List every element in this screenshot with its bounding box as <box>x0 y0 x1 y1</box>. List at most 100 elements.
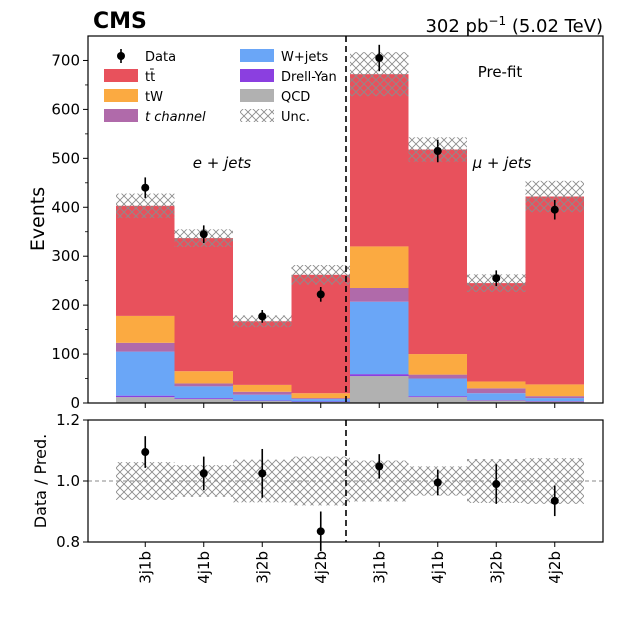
legend-swatch-w-jets <box>240 49 274 62</box>
bar-t-channel-7 <box>526 396 585 398</box>
data-point-3 <box>317 290 325 298</box>
bar-drell-yan-1 <box>175 398 234 399</box>
legend-swatch-drell-yan <box>240 69 274 82</box>
legend-label-t-channel: t channel <box>145 110 206 125</box>
bar-tt--0 <box>116 206 175 316</box>
bar-w-jets-3 <box>292 399 351 401</box>
ratio-ytick-label-2: 1.2 <box>56 411 80 429</box>
bar-qcd-5 <box>409 397 468 403</box>
legend-swatch-data <box>117 52 125 60</box>
legend: Data tt̄ tW t channel W+jets Drell-Yan QCD Unc. <box>104 49 337 125</box>
legend-label-tw: tW <box>145 90 163 105</box>
bar-w-jets-5 <box>409 379 468 397</box>
stage-label: Pre-fit <box>478 63 523 81</box>
bar-t-channel-2 <box>233 392 292 395</box>
ratio-point-4 <box>375 462 383 470</box>
xtick-label-0: 3j1b <box>136 551 154 584</box>
bar-t-channel-4 <box>350 288 409 302</box>
bar-w-jets-6 <box>467 393 526 400</box>
bar-tw-0 <box>116 316 175 343</box>
bar-qcd-0 <box>116 397 175 403</box>
ratio-point-6 <box>492 480 500 488</box>
data-point-0 <box>141 184 149 192</box>
experiment-label: CMS <box>93 9 147 34</box>
bar-tt--1 <box>175 238 234 371</box>
xtick-label-4: 3j1b <box>370 551 388 584</box>
xtick-label-5: 4j1b <box>429 551 447 584</box>
bar-w-jets-7 <box>526 398 585 401</box>
ytick-label-1: 100 <box>51 345 80 363</box>
bar-tw-6 <box>467 381 526 388</box>
bar-tt--5 <box>409 150 468 355</box>
bar-w-jets-1 <box>175 386 234 398</box>
legend-label-drell-yan: Drell-Yan <box>281 70 337 85</box>
unc-band-3 <box>292 265 351 285</box>
main-y-label: Events <box>27 187 49 251</box>
bar-drell-yan-5 <box>409 396 468 397</box>
bar-tt--6 <box>467 283 526 381</box>
legend-swatch-tw <box>104 89 138 102</box>
data-point-2 <box>258 312 266 320</box>
main-y-axis: 0 100 200 300 400 500 600 700 <box>51 51 88 412</box>
xtick-label-6: 3j2b <box>487 551 505 584</box>
bar-drell-yan-4 <box>350 374 409 376</box>
data-point-4 <box>375 54 383 62</box>
bar-tt--4 <box>350 74 409 246</box>
data-point-1 <box>200 230 208 238</box>
ratio-y-label: Data / Pred. <box>31 434 50 528</box>
legend-swatch-t-channel <box>104 109 138 122</box>
bar-tw-4 <box>350 246 409 288</box>
ytick-label-0: 0 <box>70 394 80 412</box>
legend-label-unc-: Unc. <box>281 110 310 125</box>
legend-swatch-unc- <box>240 109 274 122</box>
ytick-label-4: 400 <box>51 198 80 216</box>
data-point-5 <box>434 147 442 155</box>
bar-w-jets-0 <box>116 352 175 396</box>
channel-label-mu: μ + jets <box>472 154 532 172</box>
bar-tw-5 <box>409 354 468 375</box>
channel-label-e: e + jets <box>193 154 252 172</box>
ytick-label-6: 600 <box>51 100 80 118</box>
bar-t-channel-3 <box>292 398 351 399</box>
ratio-y-axis: 0.8 1.0 1.2 <box>56 411 88 551</box>
bar-t-channel-6 <box>467 388 526 393</box>
ytick-label-3: 300 <box>51 247 80 265</box>
legend-label-tt-: tt̄ <box>145 70 155 85</box>
ratio-point-3 <box>317 527 325 535</box>
bar-w-jets-2 <box>233 395 292 401</box>
legend-swatch-qcd <box>240 89 274 102</box>
legend-swatch-tt- <box>104 69 138 82</box>
bar-t-channel-0 <box>116 343 175 352</box>
bar-t-channel-5 <box>409 375 468 379</box>
ratio-point-7 <box>551 497 559 505</box>
bar-drell-yan-0 <box>116 396 175 397</box>
bar-tw-3 <box>292 393 351 398</box>
bar-qcd-4 <box>350 376 409 403</box>
bar-tw-1 <box>175 371 234 383</box>
ratio-point-0 <box>141 448 149 456</box>
xtick-label-7: 4j2b <box>546 551 564 584</box>
luminosity-label: 302 pb−1 (5.02 TeV) <box>425 14 603 37</box>
data-point-7 <box>551 206 559 214</box>
ratio-point-5 <box>434 479 442 487</box>
bar-tw-7 <box>526 384 585 396</box>
ratio-ytick-label-0: 0.8 <box>56 533 80 551</box>
bar-w-jets-4 <box>350 302 409 374</box>
bar-tt--2 <box>233 321 292 385</box>
bar-t-channel-1 <box>175 383 234 386</box>
bar-tw-2 <box>233 385 292 392</box>
xtick-label-2: 3j2b <box>253 551 271 584</box>
legend-label-qcd: QCD <box>281 90 310 105</box>
ytick-label-5: 500 <box>51 149 80 167</box>
xtick-label-3: 4j2b <box>312 551 330 584</box>
ratio-ytick-label-1: 1.0 <box>56 472 80 490</box>
ratio-point-2 <box>258 469 266 477</box>
ratio-point-1 <box>200 469 208 477</box>
ytick-label-2: 200 <box>51 296 80 314</box>
data-point-6 <box>492 274 500 282</box>
legend-label-w-jets: W+jets <box>281 50 328 65</box>
ytick-label-7: 700 <box>51 51 80 69</box>
bar-tt--7 <box>526 197 585 385</box>
legend-label-data: Data <box>145 50 176 65</box>
